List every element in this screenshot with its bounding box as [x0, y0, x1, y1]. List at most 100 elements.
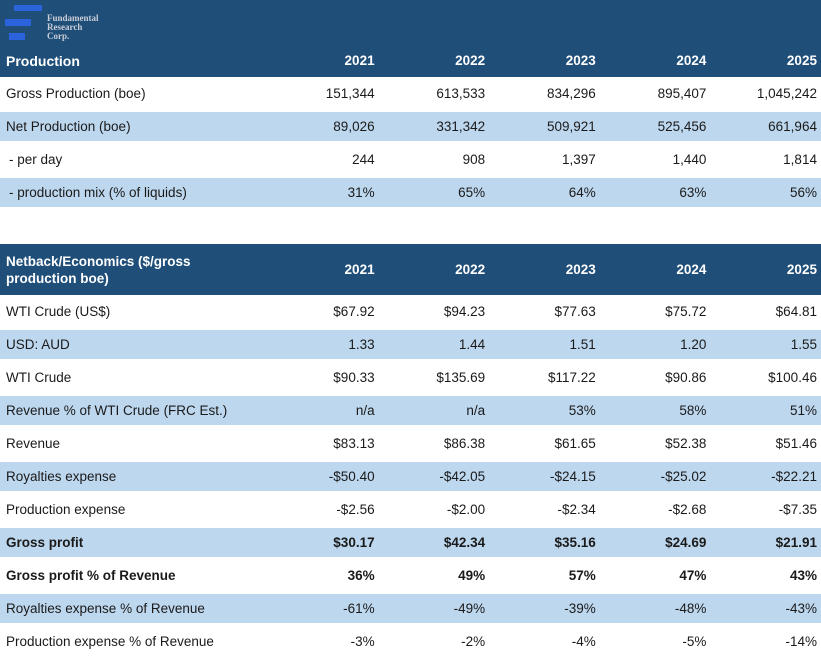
value-cell: 43% [789, 568, 817, 583]
value-cell: -$24.15 [549, 469, 596, 484]
value-cell: -$25.02 [660, 469, 707, 484]
value-cell: 64% [568, 185, 596, 200]
value-cell: 53% [568, 403, 596, 418]
value-cell: $67.92 [333, 304, 375, 319]
production-table-body: Gross Production (boe) 151,344 613,533 834,… [0, 77, 821, 209]
row-label: - production mix (% of liquids) [9, 185, 187, 200]
year-header-2024: 2024 [676, 53, 707, 68]
table-row: Royalties expense -$50.40 -$42.05 -$24.15 -$… [0, 460, 821, 493]
value-cell: -5% [682, 634, 707, 649]
value-cell: 1.51 [569, 337, 596, 352]
netback-table-body: WTI Crude (US$) $67.92 $94.23 $77.63 $75.72 $… [0, 295, 821, 658]
value-cell: 89,026 [333, 119, 375, 134]
value-cell: 331,342 [436, 119, 486, 134]
value-cell: 1.44 [458, 337, 486, 352]
value-cell: -2% [461, 634, 486, 649]
production-table-title: Production [6, 52, 80, 69]
value-cell: 1,045,242 [756, 86, 817, 101]
value-cell: $24.69 [665, 535, 707, 550]
value-cell: 509,921 [546, 119, 596, 134]
value-cell: n/a [355, 403, 375, 418]
value-cell: $90.86 [665, 370, 707, 385]
row-label: - per day [9, 152, 63, 167]
value-cell: 36% [347, 568, 375, 583]
value-cell: 63% [679, 185, 707, 200]
value-cell: -48% [674, 601, 707, 616]
year-header-2023: 2023 [565, 262, 596, 277]
value-cell: 31% [347, 185, 375, 200]
value-cell: 908 [462, 152, 486, 167]
row-label: Gross profit [6, 535, 84, 550]
value-cell: $42.34 [443, 535, 486, 550]
year-header-2021: 2021 [344, 262, 375, 277]
value-cell: $61.65 [554, 436, 596, 451]
value-cell: $83.13 [333, 436, 375, 451]
year-header-2025: 2025 [786, 262, 817, 277]
value-cell: -14% [785, 634, 817, 649]
value-cell: n/a [466, 403, 486, 418]
value-cell: $117.22 [547, 370, 596, 385]
value-cell: $90.33 [333, 370, 375, 385]
frc-logo-text: Fundamental Research Corp. [47, 3, 99, 41]
table-row: - production mix (% of liquids) 31% 65% 64%… [0, 176, 821, 209]
value-cell: 244 [352, 152, 375, 167]
row-label: Production expense [6, 502, 126, 517]
value-cell: 49% [458, 568, 486, 583]
production-header-row: Production 2021 2022 2023 2024 2025 [0, 44, 821, 77]
value-cell: -$42.05 [439, 469, 486, 484]
table-row: WTI Crude (US$) $67.92 $94.23 $77.63 $75.72 $… [0, 295, 821, 328]
value-cell: 47% [679, 568, 707, 583]
value-cell: 57% [568, 568, 596, 583]
production-table-header: Fundamental Research Corp. Production 20… [0, 0, 821, 77]
value-cell: 65% [458, 185, 486, 200]
value-cell: $21.91 [775, 535, 817, 550]
logo-text-line: Research [47, 22, 83, 32]
value-cell: 1.33 [348, 337, 375, 352]
row-label: Royalties expense [6, 469, 117, 484]
table-row: Gross Production (boe) 151,344 613,533 834,… [0, 77, 821, 110]
logo-bar-icon [5, 19, 31, 26]
value-cell: -3% [350, 634, 375, 649]
year-header-2021: 2021 [344, 53, 375, 68]
value-cell: -43% [785, 601, 817, 616]
value-cell: 1,440 [672, 152, 707, 167]
year-header-2022: 2022 [455, 262, 486, 277]
value-cell: $52.38 [665, 436, 707, 451]
table-row: Royalties expense % of Revenue -61% -49% -3… [0, 592, 821, 625]
frc-logo: Fundamental Research Corp. [5, 3, 99, 43]
value-cell: 56% [789, 185, 817, 200]
value-cell: $77.63 [554, 304, 596, 319]
logo-text-line: Corp. [47, 31, 70, 41]
row-label: Production expense % of Revenue [6, 634, 214, 649]
value-cell: 661,964 [768, 119, 817, 134]
table-row: Production expense -$2.56 -$2.00 -$2.34 -$2.… [0, 493, 821, 526]
table-row: USD: AUD 1.33 1.44 1.51 1.20 1.55 [0, 328, 821, 361]
value-cell: -$2.68 [668, 502, 707, 517]
frc-logo-bars-icon [5, 3, 47, 43]
logo-bar-icon [14, 5, 42, 11]
value-cell: $94.23 [443, 304, 486, 319]
value-cell: 1.55 [790, 337, 817, 352]
table-row: WTI Crude $90.33 $135.69 $117.22 $90.86 $100.… [0, 361, 821, 394]
value-cell: -39% [564, 601, 596, 616]
value-cell: -$2.00 [446, 502, 486, 517]
netback-table-header: Netback/Economics ($/gross production bo… [0, 244, 821, 295]
row-label: USD: AUD [6, 337, 70, 352]
table-row: Gross profit $30.17 $42.34 $35.16 $24.69 $21.… [0, 526, 821, 559]
value-cell: $30.17 [333, 535, 375, 550]
year-header-2023: 2023 [565, 53, 596, 68]
netback-table-title: Netback/Economics ($/gross production bo… [6, 253, 191, 286]
table-row: Production expense % of Revenue -3% -2% -4%… [0, 625, 821, 658]
value-cell: 58% [679, 403, 707, 418]
value-cell: 895,407 [657, 86, 707, 101]
value-cell: $64.81 [775, 304, 817, 319]
row-label: Royalties expense % of Revenue [6, 601, 205, 616]
table-row: Net Production (boe) 89,026 331,342 509,921… [0, 110, 821, 143]
value-cell: -$22.21 [771, 469, 817, 484]
year-header-2025: 2025 [786, 53, 817, 68]
value-cell: $135.69 [436, 370, 486, 385]
value-cell: 151,344 [325, 86, 375, 101]
value-cell: -61% [343, 601, 375, 616]
value-cell: -49% [453, 601, 486, 616]
